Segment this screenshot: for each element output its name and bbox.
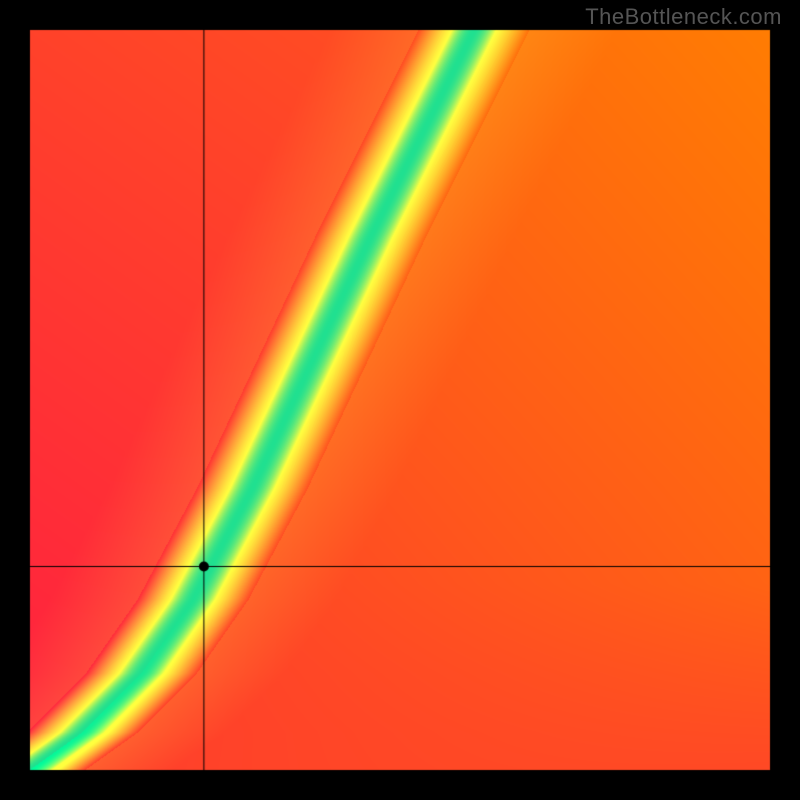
heatmap-canvas bbox=[0, 0, 800, 800]
watermark-text: TheBottleneck.com bbox=[585, 4, 782, 30]
chart-container: TheBottleneck.com bbox=[0, 0, 800, 800]
